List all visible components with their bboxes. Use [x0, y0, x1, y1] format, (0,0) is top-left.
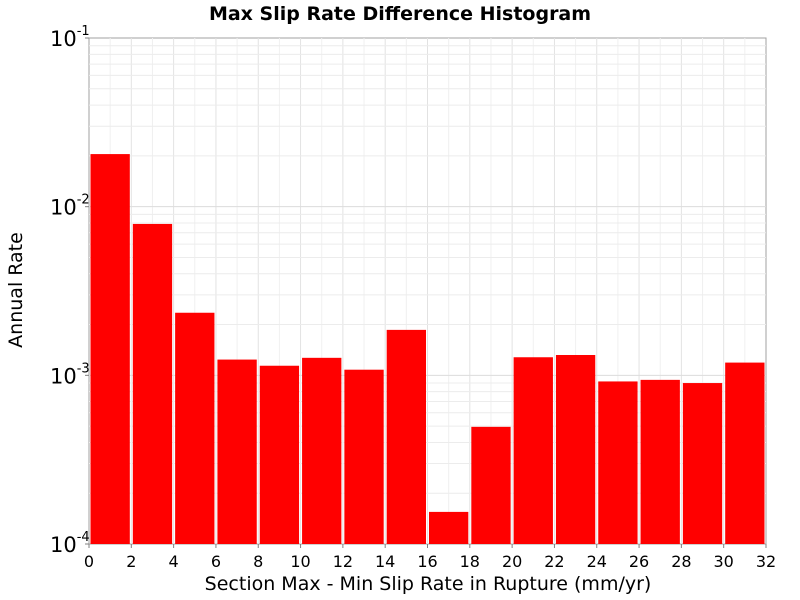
- x-axis-label: Section Max - Min Slip Rate in Rupture (…: [205, 573, 652, 595]
- histogram-bar: [386, 329, 426, 544]
- x-tick-label: 32: [756, 552, 776, 571]
- y-tick-label: 10-2: [50, 193, 90, 220]
- y-axis-label: Annual Rate: [5, 232, 27, 348]
- x-tick-label: 18: [460, 552, 480, 571]
- y-axis-ticks: 10-4 10-3 10-2 10-1: [50, 24, 90, 557]
- x-tick-label: 26: [629, 552, 649, 571]
- histogram-bar: [598, 381, 638, 544]
- chart-title: Max Slip Rate Difference Histogram: [209, 3, 591, 25]
- histogram-bar: [640, 379, 680, 544]
- x-tick-label: 6: [211, 552, 221, 571]
- x-tick-label: 10: [290, 552, 310, 571]
- x-tick-label: 14: [375, 552, 395, 571]
- x-axis-ticks: 0 2 4 6 8 10 12 14 16 18 20 22 24 26 28 30 32: [84, 544, 776, 571]
- histogram-bar: [429, 511, 469, 544]
- x-tick-label: 30: [714, 552, 734, 571]
- histogram-bar: [513, 357, 553, 544]
- histogram-bar: [132, 223, 173, 544]
- histogram-bar: [259, 365, 300, 544]
- histogram-bar: [725, 362, 765, 544]
- histogram-bar: [175, 312, 215, 544]
- x-tick-label: 24: [587, 552, 607, 571]
- x-tick-label: 0: [84, 552, 94, 571]
- y-tick-label: 10-1: [50, 24, 90, 51]
- x-tick-label: 4: [169, 552, 179, 571]
- x-tick-label: 2: [126, 552, 136, 571]
- x-tick-label: 28: [671, 552, 691, 571]
- x-tick-label: 20: [502, 552, 522, 571]
- histogram-bar: [682, 383, 723, 544]
- histogram-bar: [217, 359, 257, 544]
- x-tick-label: 12: [333, 552, 353, 571]
- x-tick-label: 22: [544, 552, 564, 571]
- histogram-bar: [555, 354, 596, 544]
- histogram-bar: [344, 369, 384, 544]
- x-tick-label: 8: [253, 552, 263, 571]
- histogram-bar: [302, 357, 342, 544]
- y-tick-label: 10-3: [50, 361, 90, 388]
- histogram-bar: [90, 154, 130, 545]
- bars: [90, 154, 765, 545]
- x-tick-label: 16: [417, 552, 437, 571]
- y-tick-label: 10-4: [50, 530, 90, 557]
- histogram-bar: [471, 426, 511, 544]
